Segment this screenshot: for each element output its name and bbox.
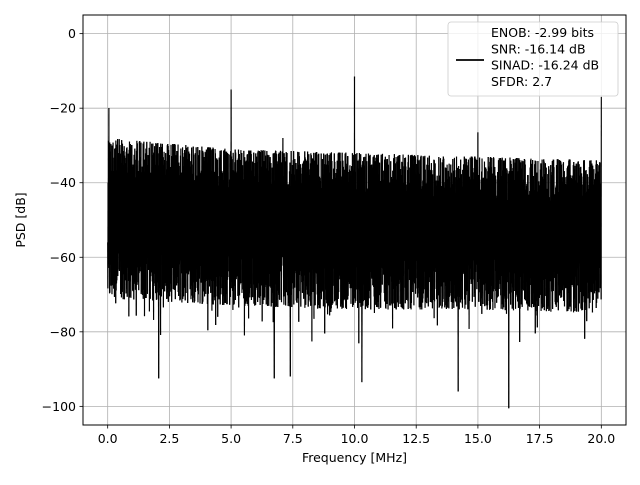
y-tick-label: −100 [42, 399, 76, 414]
y-tick-label: −60 [50, 250, 76, 265]
legend-entry: ENOB: -2.99 bits [491, 25, 594, 40]
legend-entry: SNR: -16.14 dB [491, 41, 586, 56]
x-tick-label: 20.0 [587, 431, 615, 446]
x-tick-label: 17.5 [526, 431, 554, 446]
y-axis-label: PSD [dB] [13, 192, 28, 247]
x-tick-label: 2.5 [159, 431, 179, 446]
x-tick-label: 10.0 [341, 431, 369, 446]
y-tick-label: −80 [50, 324, 76, 339]
x-axis-label: Frequency [MHz] [302, 450, 407, 465]
legend-entry: SFDR: 2.7 [491, 74, 552, 89]
y-tick-label: −20 [50, 101, 76, 116]
y-tick-label: −40 [50, 175, 76, 190]
x-tick-label: 12.5 [402, 431, 430, 446]
x-tick-label: 0.0 [98, 431, 118, 446]
x-tick-label: 15.0 [464, 431, 492, 446]
y-tick-label: 0 [68, 26, 76, 41]
x-tick-label: 5.0 [221, 431, 241, 446]
x-tick-label: 7.5 [283, 431, 303, 446]
legend-entry: SINAD: -16.24 dB [491, 58, 599, 73]
